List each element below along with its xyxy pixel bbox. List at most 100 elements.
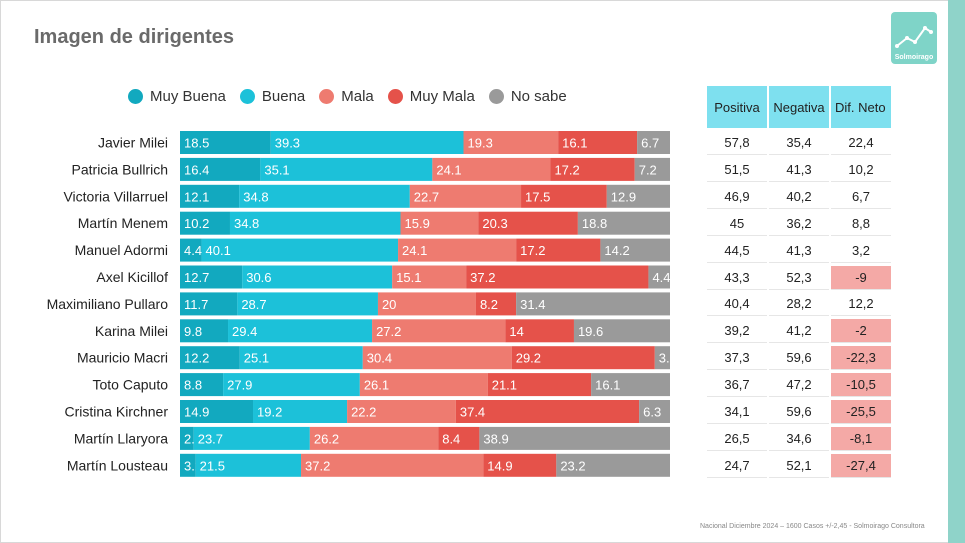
table-cell-positiva: 36,7 [707,373,767,398]
bar-value-label: 12.9 [611,189,636,204]
category-label: Patricia Bullrich [72,161,168,177]
bar-segment-mala [392,265,467,289]
legend-label: Buena [261,88,306,105]
bar-segment-buena [201,238,399,262]
trend-line-icon [895,26,933,48]
table-cell-negativa: 36,2 [769,212,829,236]
bar-value-label: 4.4 [652,270,670,285]
bar-value-label: 38.9 [483,431,508,446]
bar-value-label: 18.5 [184,136,209,151]
table-cell-negativa: 28,2 [769,292,829,317]
table-cell-positiva: 26,5 [707,427,767,451]
table-cell-negativa: 41,3 [769,239,829,263]
table-cell-negativa: 34,6 [769,427,829,451]
table-cell-dif: 22,4 [831,131,891,155]
bar-segment-mala [463,131,559,154]
table-cell-negativa: 41,2 [769,319,829,344]
table-cell-dif: -10,5 [831,373,891,398]
bar-segment-muy-mala [550,157,635,181]
category-label: Martín Llaryora [74,430,168,446]
bar-value-label: 11.7 [184,297,208,312]
bar-segment-muy-buena [180,157,261,181]
legend-label: Mala [341,88,374,105]
bar-segment-muy-buena [180,292,238,316]
legend-swatch [128,89,143,104]
table-cell-negativa: 41,3 [769,158,829,182]
bar-segment-buena [237,292,378,316]
table-header: Negativa [769,86,829,128]
table-cell-dif: -27,4 [831,453,891,478]
bar-value-label: 23.7 [198,431,223,446]
bar-value-label: 34.8 [234,216,259,231]
legend-label: No sabe [510,88,567,105]
bar-segment-mala [400,211,479,235]
bar-segment-mala [309,426,439,450]
table-cell-positiva: 51,5 [707,158,767,182]
bar-segment-mala [398,238,517,262]
bar-segment-muy-buena [180,453,196,477]
bar-value-label: 8.4 [442,431,460,446]
table-cell-negativa: 47,2 [769,373,829,398]
bar-value-label: 14.9 [184,405,209,420]
bar-segment-muy-mala [483,453,557,477]
bar-segment-buena [223,373,360,397]
bar-value-label: 12.1 [184,189,209,204]
bar-segment-muy-buena [180,373,224,397]
brand-logo: Solmoirago [891,12,937,64]
bar-value-label: 19.6 [578,324,603,339]
bar-value-label: 6.3 [643,405,661,420]
bar-value-label: 17.2 [520,243,545,258]
bar-segment-muy-buena [180,238,202,262]
bar-segment-no-sabe [648,265,670,289]
bar-value-label: 23.2 [560,458,585,473]
table-cell-positiva: 39,2 [707,319,767,344]
category-label: Victoria Villarruel [63,188,168,204]
page-title: Imagen de dirigentes [34,26,235,48]
category-label: Mauricio Macri [77,350,168,366]
bar-value-label: 14 [509,324,523,339]
bar-segment-muy-mala [455,400,640,423]
table-cell-positiva: 40,4 [707,292,767,317]
bar-value-label: 24.1 [402,243,427,258]
category-label: Manuel Adormi [75,242,168,258]
bar-value-label: 16.4 [184,162,209,177]
bar-value-label: 15.1 [396,270,421,285]
legend-item-no-sabe: No sabe [488,88,567,105]
bar-segment-muy-buena [180,319,229,343]
table-cell-dif: 10,2 [831,158,891,182]
table-cell-dif: -8,1 [831,426,891,451]
table-cell-negativa: 52,3 [769,266,829,290]
bar-segment-buena [253,400,348,423]
bar-value-label: 16.1 [595,378,620,393]
bar-value-label: 21.5 [200,458,225,473]
bar-value-label: 21.1 [492,378,517,393]
bar-value-label: 29.4 [232,324,257,339]
bar-segment-muy-buena [180,184,240,208]
accent-stripe [948,0,965,543]
bar-segment-no-sabe [634,157,670,181]
bar-segment-no-sabe [577,211,670,235]
legend-item-muy-mala: Muy Mala [387,88,475,105]
bar-segment-no-sabe [639,400,670,423]
category-label: Martín Lousteau [67,457,168,473]
bar-segment-mala [362,346,512,370]
bar-value-label: 22.2 [351,405,376,420]
bar-value-label: 18.8 [582,216,607,231]
bar-value-label: 25.1 [244,351,269,366]
bar-value-label: 19.2 [257,405,282,420]
table-header: Positiva [707,86,767,128]
bar-segment-no-sabe [573,319,670,343]
category-label: Martín Menem [78,215,168,231]
table-cell-dif: 12,2 [831,292,891,317]
bar-value-label: 12.7 [184,270,209,285]
category-label: Javier Milei [98,135,168,151]
bar-value-label: 37.2 [305,458,330,473]
bar-value-label: 29.2 [516,351,541,366]
bar-segment-muy-mala [475,292,517,316]
bar-segment-mala [359,373,488,397]
bar-value-label: 3.1 [659,351,677,366]
table-cell-positiva: 43,3 [707,266,767,290]
bar-value-label: 20 [382,297,396,312]
bar-value-label: 28.7 [241,297,266,312]
table-cell-negativa: 52,1 [769,454,829,478]
